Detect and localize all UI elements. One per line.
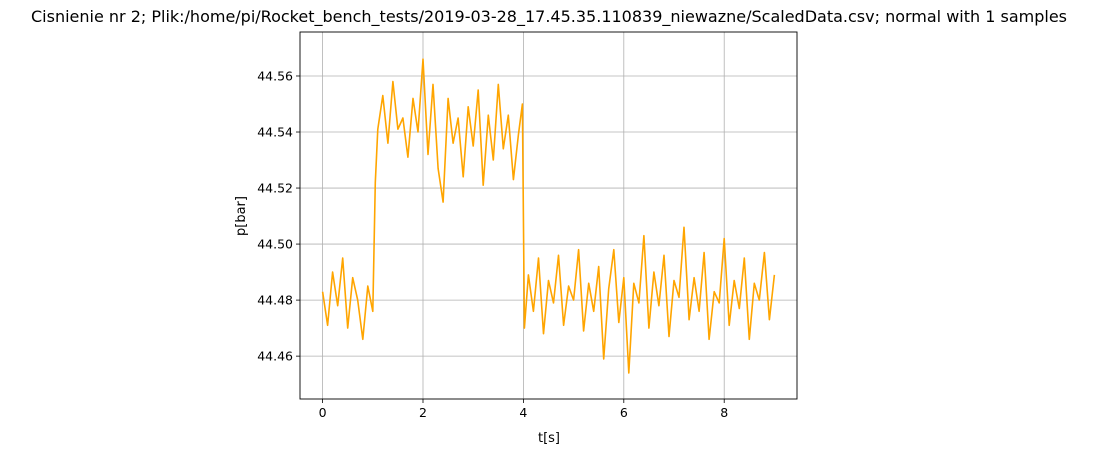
y-tick-label: 44.52 bbox=[257, 181, 293, 196]
x-tick-label: 2 bbox=[419, 405, 427, 420]
axes-frame bbox=[299, 31, 798, 400]
x-tick-label: 8 bbox=[720, 405, 728, 420]
y-tick-label: 44.48 bbox=[257, 293, 293, 308]
y-axis-label: p[bar] bbox=[234, 196, 249, 236]
x-tick-label: 6 bbox=[620, 405, 628, 420]
series-line bbox=[321, 58, 776, 374]
y-tick-label: 44.56 bbox=[257, 68, 293, 83]
y-tick-label: 44.50 bbox=[257, 237, 293, 252]
plot-area bbox=[321, 58, 776, 374]
y-axis: 44.46 44.48 44.50 44.52 44.54 44.56 bbox=[257, 68, 300, 364]
x-tick-label: 0 bbox=[319, 405, 327, 420]
grid-lines bbox=[300, 32, 797, 399]
x-tick-label: 4 bbox=[519, 405, 527, 420]
x-axis-label: t[s] bbox=[538, 431, 560, 446]
chart-title: Cisnienie nr 2; Plik:/home/pi/Rocket_ben… bbox=[31, 7, 1067, 27]
y-tick-label: 44.54 bbox=[257, 125, 293, 140]
y-tick-label: 44.46 bbox=[257, 349, 293, 364]
x-axis: 0 2 4 6 8 bbox=[319, 399, 728, 420]
